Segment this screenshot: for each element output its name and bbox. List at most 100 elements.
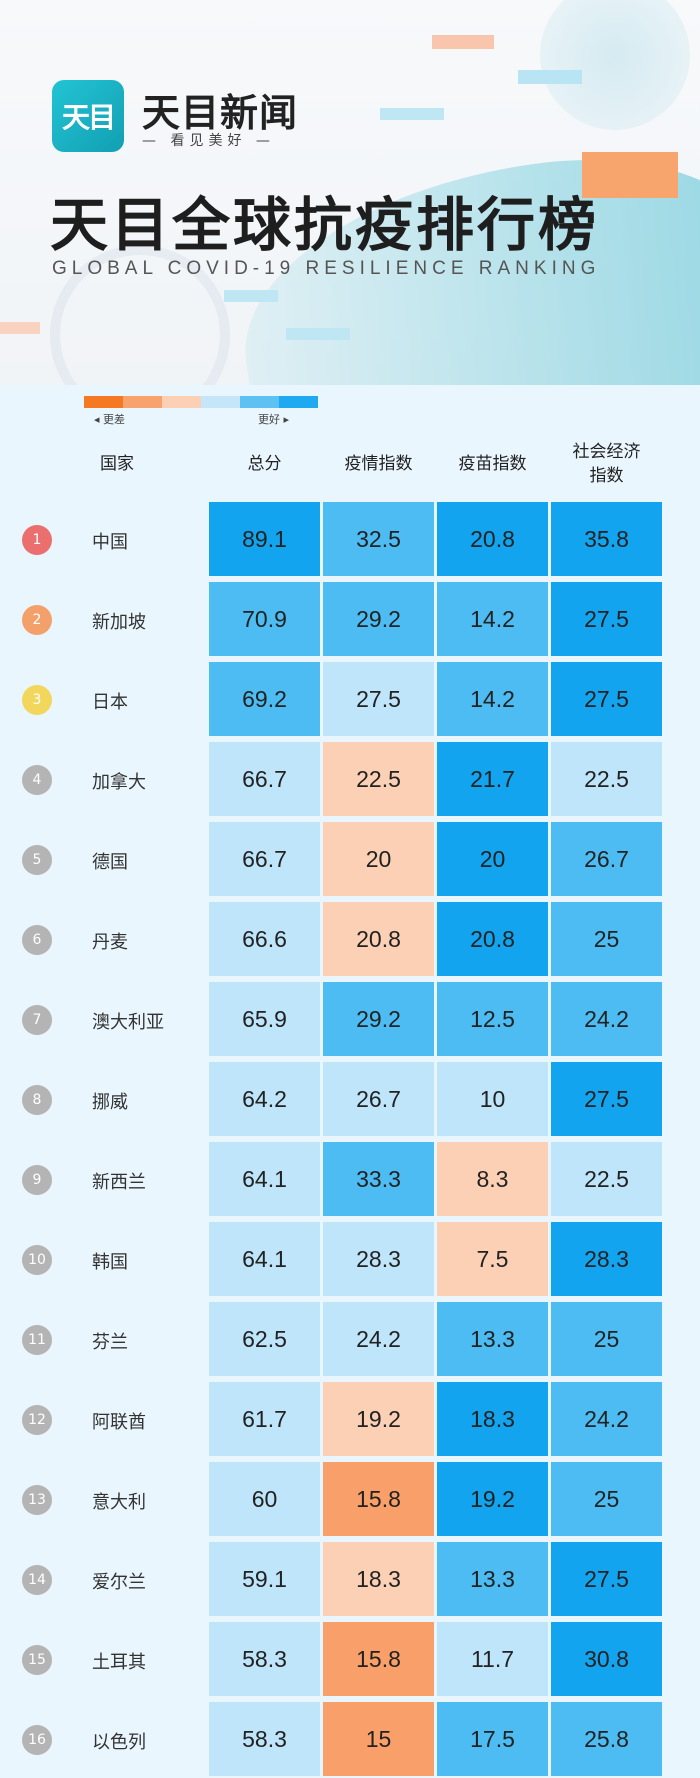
- deco-bar: [286, 328, 350, 340]
- table-row: 14 爱尔兰 59.1 18.3 13.3 27.5: [0, 1542, 700, 1618]
- vaccine-index-cell: 11.7: [437, 1622, 548, 1696]
- column-header-total: 总分: [247, 454, 282, 474]
- country-name: 土耳其: [92, 1652, 146, 1673]
- country-name: 新西兰: [92, 1172, 146, 1193]
- total-score-cell: 62.5: [209, 1302, 320, 1376]
- country-name: 中国: [92, 532, 128, 553]
- brand-name: 天目新闻: [142, 91, 299, 135]
- epidemic-index-cell: 28.3: [323, 1222, 434, 1296]
- header-banner: 天目 天目新闻 — 看见美好 — 天目全球抗疫排行榜 GLOBAL COVID-…: [0, 0, 700, 385]
- table-row: 13 意大利 60 15.8 19.2 25: [0, 1462, 700, 1538]
- country-name: 阿联酋: [92, 1412, 146, 1433]
- epidemic-index-cell: 18.3: [323, 1542, 434, 1616]
- epidemic-index-cell: 20.8: [323, 902, 434, 976]
- legend-swatch: [84, 396, 123, 408]
- rank-badge: 3: [22, 685, 52, 715]
- country-name: 以色列: [92, 1732, 146, 1753]
- column-header-socioeconomic: 社会经济 指数: [551, 440, 662, 488]
- legend-swatch: [123, 396, 162, 408]
- vaccine-index-cell: 12.5: [437, 982, 548, 1056]
- vaccine-index-cell: 21.7: [437, 742, 548, 816]
- table-row: 1 中国 89.1 32.5 20.8 35.8: [0, 502, 700, 578]
- epidemic-index-cell: 29.2: [323, 982, 434, 1056]
- epidemic-index-cell: 24.2: [323, 1302, 434, 1376]
- socioeconomic-index-cell: 25.8: [551, 1702, 662, 1776]
- page-title: 天目全球抗疫排行榜: [50, 191, 600, 259]
- socioeconomic-index-cell: 24.2: [551, 1382, 662, 1456]
- table-row: 11 芬兰 62.5 24.2 13.3 25: [0, 1302, 700, 1378]
- total-score-cell: 66.6: [209, 902, 320, 976]
- rank-badge: 6: [22, 925, 52, 955]
- total-score-cell: 89.1: [209, 502, 320, 576]
- total-score-cell: 66.7: [209, 742, 320, 816]
- country-name: 韩国: [92, 1252, 128, 1273]
- country-name: 日本: [92, 692, 128, 713]
- socioeconomic-index-cell: 26.7: [551, 822, 662, 896]
- socioeconomic-index-cell: 25: [551, 1302, 662, 1376]
- legend-worse-label: ◂ 更差: [94, 413, 126, 426]
- legend-swatch: [240, 396, 279, 408]
- legend-better-label: 更好 ▸: [258, 413, 290, 426]
- vaccine-index-cell: 20.8: [437, 902, 548, 976]
- who-emblem-watermark: [50, 245, 230, 385]
- vaccine-index-cell: 13.3: [437, 1542, 548, 1616]
- rank-badge: 4: [22, 765, 52, 795]
- epidemic-index-cell: 20: [323, 822, 434, 896]
- country-name: 德国: [92, 852, 128, 873]
- deco-bar: [224, 290, 278, 302]
- table-row: 9 新西兰 64.1 33.3 8.3 22.5: [0, 1142, 700, 1218]
- epidemic-index-cell: 33.3: [323, 1142, 434, 1216]
- country-name: 芬兰: [92, 1332, 128, 1353]
- vaccine-index-cell: 8.3: [437, 1142, 548, 1216]
- epidemic-index-cell: 32.5: [323, 502, 434, 576]
- vaccine-index-cell: 18.3: [437, 1382, 548, 1456]
- color-scale-legend: [84, 396, 318, 408]
- deco-bar: [0, 322, 40, 334]
- epidemic-index-cell: 22.5: [323, 742, 434, 816]
- deco-bar: [432, 35, 494, 49]
- socioeconomic-index-cell: 25: [551, 902, 662, 976]
- epidemic-index-cell: 15: [323, 1702, 434, 1776]
- page-subtitle: GLOBAL COVID-19 RESILIENCE RANKING: [52, 258, 601, 279]
- deco-bar: [518, 70, 582, 84]
- table-row: 7 澳大利亚 65.9 29.2 12.5 24.2: [0, 982, 700, 1058]
- total-score-cell: 60: [209, 1462, 320, 1536]
- vaccine-index-cell: 7.5: [437, 1222, 548, 1296]
- table-row: 3 日本 69.2 27.5 14.2 27.5: [0, 662, 700, 738]
- logo-text: 天目: [61, 101, 116, 134]
- rank-badge: 12: [22, 1405, 52, 1435]
- country-name: 丹麦: [92, 932, 128, 953]
- total-score-cell: 70.9: [209, 582, 320, 656]
- app-logo: 天目: [52, 80, 124, 152]
- brand-slogan: — 看见美好 —: [142, 133, 275, 149]
- column-header-country: 国家: [100, 454, 134, 474]
- table-row: 5 德国 66.7 20 20 26.7: [0, 822, 700, 898]
- virus-decoration: [540, 0, 690, 130]
- table-row: 15 土耳其 58.3 15.8 11.7 30.8: [0, 1622, 700, 1698]
- legend-swatch: [279, 396, 318, 408]
- total-score-cell: 66.7: [209, 822, 320, 896]
- vaccine-index-cell: 14.2: [437, 582, 548, 656]
- rank-badge: 14: [22, 1565, 52, 1595]
- socioeconomic-index-cell: 35.8: [551, 502, 662, 576]
- socioeconomic-index-cell: 24.2: [551, 982, 662, 1056]
- epidemic-index-cell: 26.7: [323, 1062, 434, 1136]
- rank-badge: 10: [22, 1245, 52, 1275]
- total-score-cell: 64.1: [209, 1142, 320, 1216]
- total-score-cell: 58.3: [209, 1622, 320, 1696]
- rank-badge: 16: [22, 1725, 52, 1755]
- socioeconomic-index-cell: 25: [551, 1462, 662, 1536]
- rank-badge: 15: [22, 1645, 52, 1675]
- country-name: 挪威: [92, 1092, 128, 1113]
- rank-badge: 1: [22, 525, 52, 555]
- socioeconomic-index-cell: 27.5: [551, 1542, 662, 1616]
- rank-badge: 11: [22, 1325, 52, 1355]
- socioeconomic-index-cell: 27.5: [551, 582, 662, 656]
- rank-badge: 2: [22, 605, 52, 635]
- table-row: 10 韩国 64.1 28.3 7.5 28.3: [0, 1222, 700, 1298]
- table-row: 2 新加坡 70.9 29.2 14.2 27.5: [0, 582, 700, 658]
- epidemic-index-cell: 29.2: [323, 582, 434, 656]
- socioeconomic-index-cell: 30.8: [551, 1622, 662, 1696]
- total-score-cell: 58.3: [209, 1702, 320, 1776]
- deco-bar: [380, 108, 444, 120]
